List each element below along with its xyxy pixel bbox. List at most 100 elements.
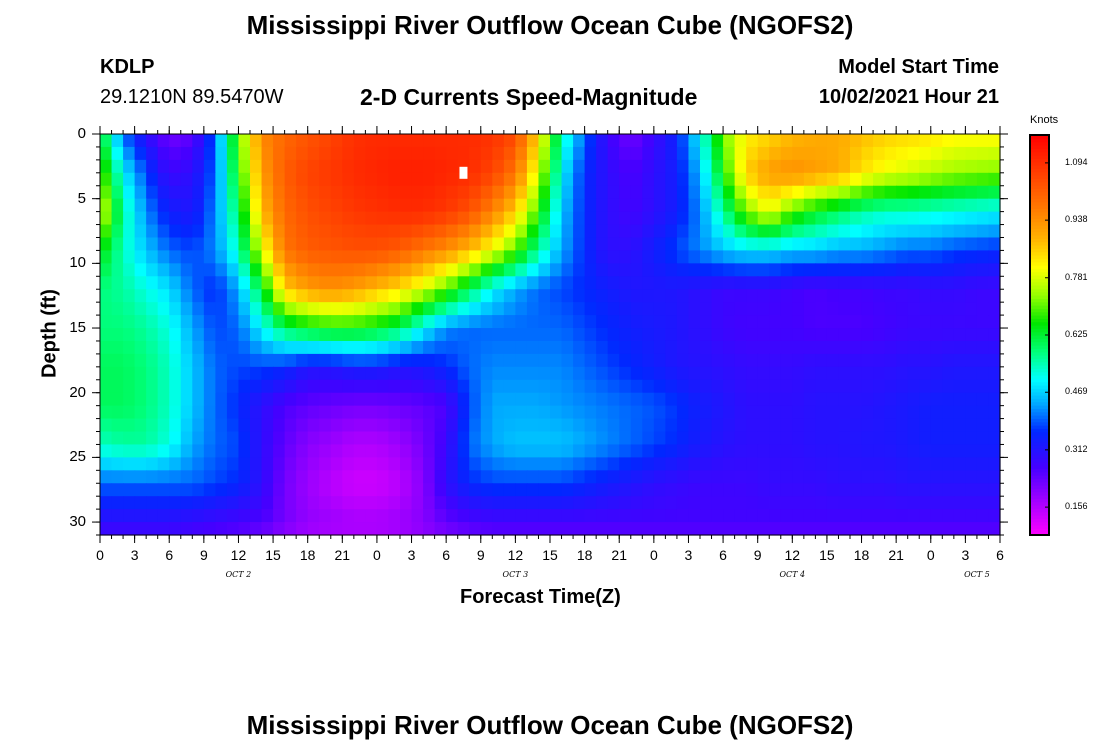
heatmap-cell	[619, 263, 632, 277]
heatmap-cell	[365, 276, 378, 290]
heatmap-cell	[607, 276, 620, 290]
heatmap-cell	[607, 146, 620, 161]
heatmap-cell	[250, 276, 263, 290]
colorbar-segment	[1030, 475, 1049, 479]
heatmap-cell	[896, 431, 909, 446]
heatmap-cell	[238, 250, 251, 264]
heatmap-cell	[284, 198, 297, 213]
heatmap-cell	[803, 431, 816, 446]
heatmap-cell	[988, 134, 1001, 148]
heatmap-cell	[457, 353, 470, 368]
heatmap-cell	[896, 405, 909, 420]
colorbar-segment	[1030, 325, 1049, 329]
heatmap-cell	[538, 263, 551, 277]
heatmap-cell	[376, 483, 390, 497]
heatmap-cell	[676, 289, 690, 303]
heatmap-cell	[734, 185, 747, 200]
heatmap-cell	[884, 250, 897, 264]
heatmap-cell	[734, 289, 747, 303]
heatmap-cell	[365, 483, 378, 497]
heatmap-cell	[930, 470, 943, 484]
heatmap-cell	[873, 444, 886, 458]
heatmap-cell	[573, 444, 586, 458]
heatmap-cell	[100, 185, 113, 200]
heatmap-cell	[596, 431, 609, 446]
heatmap-cell	[850, 483, 863, 497]
heatmap-cell	[780, 470, 793, 484]
heatmap-cell	[284, 431, 297, 446]
heatmap-cell	[619, 276, 632, 290]
heatmap-cell	[503, 263, 516, 277]
heatmap-cell	[907, 522, 920, 536]
heatmap-cell	[642, 146, 655, 161]
heatmap-cell	[261, 483, 274, 497]
heatmap-cell	[734, 211, 747, 226]
heatmap-cell	[769, 198, 782, 213]
heatmap-cell	[861, 340, 874, 355]
heatmap-cell	[907, 483, 920, 497]
heatmap-cell	[734, 159, 747, 174]
heatmap-cell	[492, 315, 505, 329]
heatmap-cell	[757, 379, 770, 394]
heatmap-cell	[261, 496, 274, 510]
heatmap-cell	[342, 405, 355, 420]
heatmap-cell	[376, 444, 390, 458]
heatmap-cell	[884, 302, 897, 316]
heatmap-cell	[826, 263, 840, 277]
heatmap-cell	[423, 340, 436, 355]
heatmap-cell	[307, 366, 320, 381]
heatmap-cell	[757, 444, 770, 458]
heatmap-cell	[134, 146, 147, 161]
heatmap-cell	[250, 315, 263, 329]
heatmap-cell	[526, 379, 540, 394]
heatmap-cell	[988, 289, 1001, 303]
heatmap-cell	[273, 302, 286, 316]
heatmap-cell	[976, 483, 990, 497]
heatmap-cell	[573, 340, 586, 355]
heatmap-cell	[446, 146, 459, 161]
heatmap-cell	[134, 237, 147, 252]
heatmap-cell	[930, 509, 943, 523]
heatmap-cell	[296, 328, 309, 342]
heatmap-cell	[803, 237, 816, 252]
heatmap-cell	[238, 134, 251, 148]
heatmap-cell	[434, 302, 447, 316]
x-tick-label: 15	[265, 547, 281, 563]
heatmap-cell	[538, 224, 551, 239]
heatmap-cell	[446, 159, 459, 174]
heatmap-cell	[457, 185, 470, 200]
heatmap-cell	[573, 289, 586, 303]
heatmap-cell	[157, 315, 170, 329]
heatmap-cell	[734, 250, 747, 264]
heatmap-cell	[434, 353, 447, 368]
colorbar-segment	[1030, 355, 1049, 359]
heatmap-cell	[734, 302, 747, 316]
y-tick-label: 30	[69, 513, 86, 531]
heatmap-cell	[642, 431, 655, 446]
heatmap-cell	[411, 379, 424, 394]
heatmap-cell	[930, 444, 943, 458]
heatmap-cell	[607, 418, 620, 433]
heatmap-cell	[215, 457, 228, 471]
heatmap-cell	[273, 405, 286, 420]
heatmap-cell	[319, 418, 332, 433]
heatmap-cell	[215, 509, 228, 523]
heatmap-cell	[780, 198, 793, 213]
heatmap-cell	[953, 379, 966, 394]
heatmap-cell	[330, 134, 343, 148]
heatmap-cell	[653, 353, 666, 368]
heatmap-cell	[746, 328, 759, 342]
heatmap-cell	[700, 457, 713, 471]
heatmap-cell	[550, 328, 563, 342]
heatmap-cell	[457, 211, 470, 226]
heatmap-cell	[757, 431, 770, 446]
heatmap-cell	[446, 224, 459, 239]
heatmap-cell	[953, 483, 966, 497]
heatmap-cell	[526, 431, 540, 446]
heatmap-cell	[515, 198, 528, 213]
heatmap-cell	[538, 418, 551, 433]
heatmap-cell	[665, 392, 678, 407]
heatmap-cell	[642, 237, 655, 252]
heatmap-cell	[100, 444, 113, 458]
heatmap-cell	[815, 353, 828, 368]
